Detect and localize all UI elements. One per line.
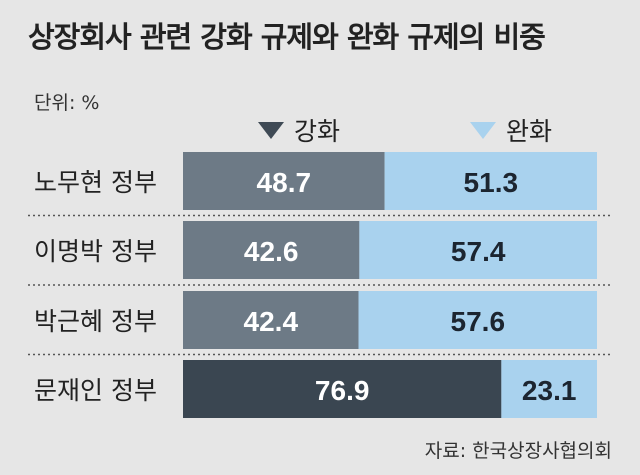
data-label-strengthen: 42.4 bbox=[244, 306, 299, 337]
legend-triangle-icon bbox=[470, 121, 496, 139]
category-label: 이명박 정부 bbox=[34, 237, 157, 266]
source-note: 자료: 한국상장사협의회 bbox=[424, 440, 612, 462]
data-label-ease: 57.4 bbox=[451, 236, 506, 267]
legend-item-strengthen: 강화 bbox=[258, 112, 340, 148]
category-label: 문재인 정부 bbox=[34, 376, 157, 405]
data-label-ease: 51.3 bbox=[464, 167, 519, 198]
data-label-ease: 23.1 bbox=[522, 375, 577, 406]
legend-item-ease: 완화 bbox=[470, 112, 552, 148]
category-label: 박근혜 정부 bbox=[34, 307, 157, 336]
bar-ease bbox=[384, 152, 597, 210]
chart-title: 상장회사 관련 강화 규제와 완화 규제의 비중 bbox=[28, 20, 546, 54]
bar-ease bbox=[359, 221, 597, 279]
bar-strengthen bbox=[183, 291, 359, 349]
category-label: 노무현 정부 bbox=[34, 168, 157, 197]
unit-label: 단위: % bbox=[34, 92, 100, 114]
bar-strengthen bbox=[183, 221, 360, 279]
legend-triangle-icon bbox=[258, 121, 284, 139]
bar-strengthen bbox=[183, 360, 502, 418]
data-label-ease: 57.6 bbox=[451, 306, 506, 337]
legend-label-ease: 완화 bbox=[506, 117, 553, 146]
bar-strengthen bbox=[183, 152, 385, 210]
data-label-strengthen: 42.6 bbox=[244, 236, 299, 267]
bar-ease bbox=[358, 291, 597, 349]
bar-ease bbox=[501, 360, 597, 418]
data-label-strengthen: 76.9 bbox=[315, 375, 370, 406]
legend-label-strengthen: 강화 bbox=[294, 117, 341, 146]
data-label-strengthen: 48.7 bbox=[257, 167, 312, 198]
